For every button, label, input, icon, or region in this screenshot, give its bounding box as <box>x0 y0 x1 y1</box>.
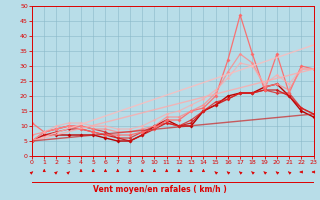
Text: Vent moyen/en rafales ( km/h ): Vent moyen/en rafales ( km/h ) <box>93 185 227 194</box>
